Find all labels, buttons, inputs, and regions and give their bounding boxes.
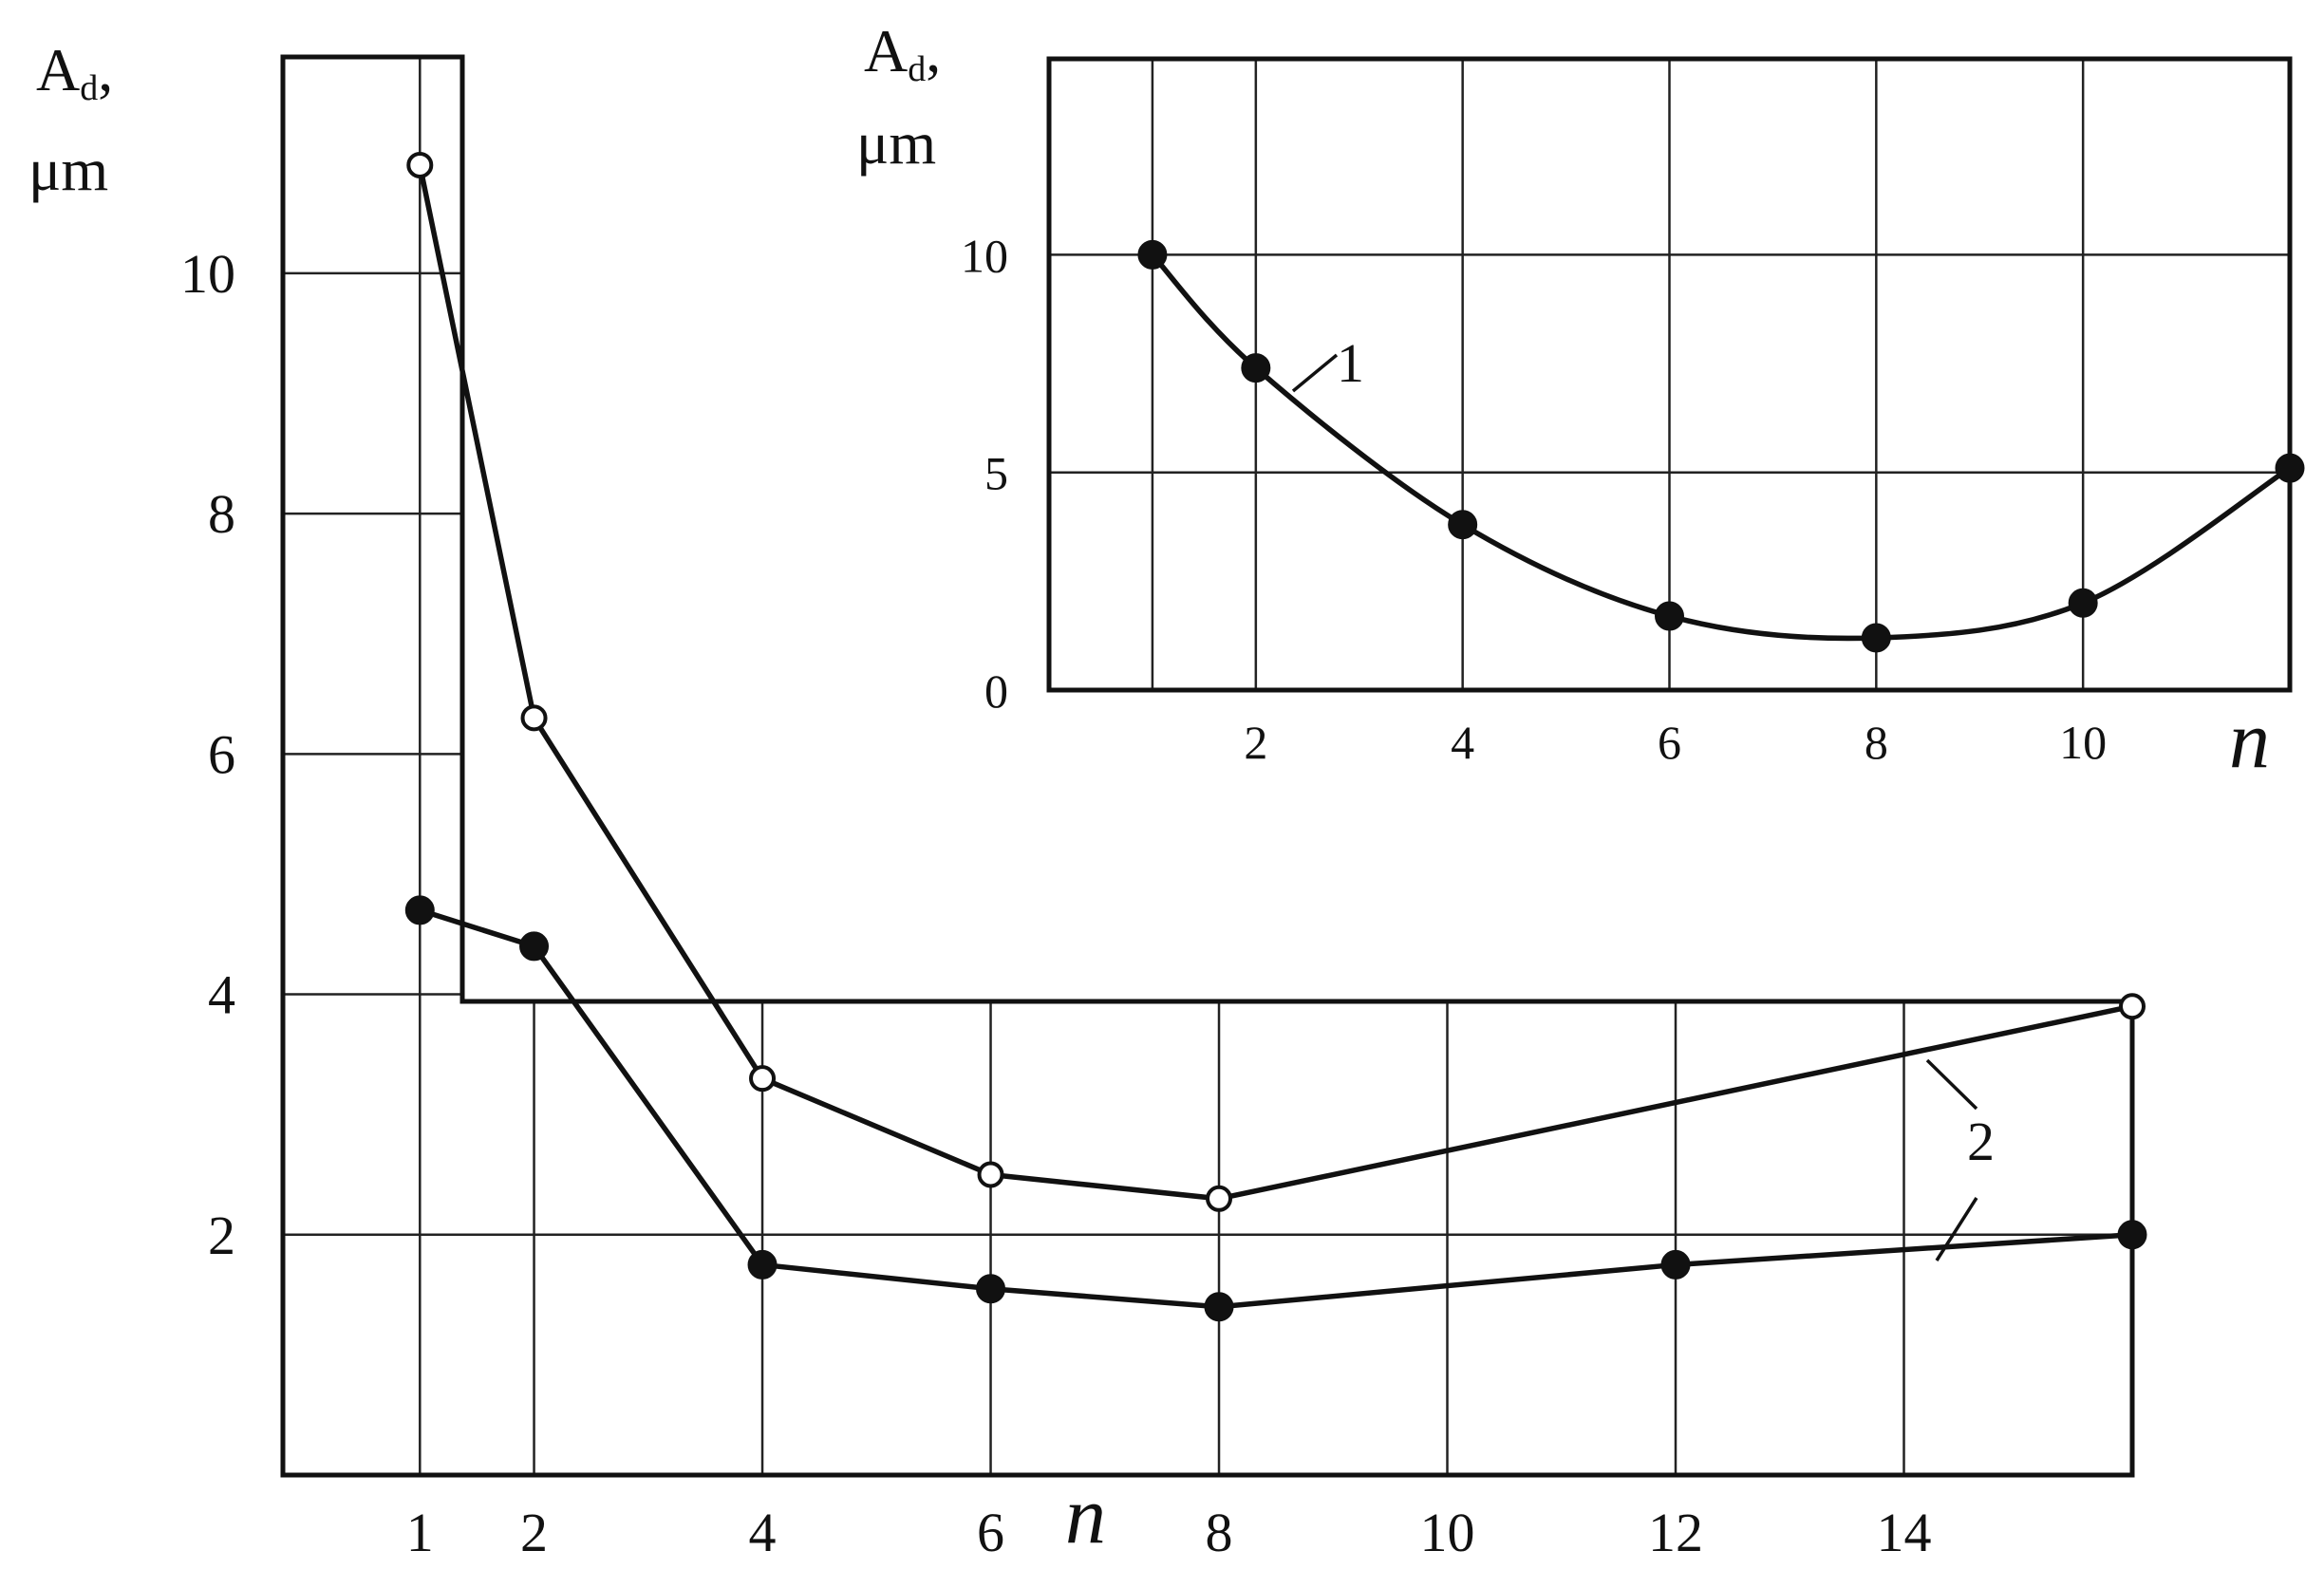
inset-tick-labels: 2 4 6 8 10 0 5 10 — [961, 229, 2107, 769]
main-y-tick-6: 6 — [208, 723, 235, 785]
inset-series-0-point-1 — [1241, 353, 1271, 383]
curve-2-open-leader — [1925, 1058, 1978, 1111]
curve-1-label: 1 — [1337, 332, 1364, 394]
main-x-tick-6: 6 — [977, 1502, 1004, 1563]
inset-y-axis-unit: μm — [856, 109, 936, 177]
main-x-tick-12: 12 — [1648, 1502, 1703, 1563]
main-y-tick-10: 10 — [180, 243, 235, 305]
main-grid — [283, 57, 2132, 1475]
inset-y-axis-label: Ad, — [864, 17, 941, 89]
main-x-tick-2: 2 — [520, 1502, 548, 1563]
main-series-group — [404, 151, 2147, 1322]
curve-1-leader — [1291, 353, 1339, 393]
inset-series-0-point-6 — [2275, 453, 2305, 483]
inset-x-tick-2: 2 — [1244, 716, 1267, 769]
main-y-axis-label: Ad, — [36, 36, 113, 108]
main-series-1-point-0 — [404, 895, 435, 925]
inset-frame — [1046, 56, 2293, 693]
inset-x-axis-label: n — [2229, 694, 2270, 785]
main-series-0-point-2 — [749, 1065, 777, 1093]
inset-x-tick-6: 6 — [1658, 716, 1681, 769]
inset-chart: 2 4 6 8 10 0 5 10 Ad, μm n 1 — [856, 17, 2305, 785]
inset-series-0-point-5 — [2068, 588, 2098, 618]
main-series-1-point-5 — [1660, 1249, 1691, 1280]
curve-2-filled-leader — [1935, 1197, 1978, 1261]
inset-y-tick-0: 0 — [984, 664, 1008, 718]
main-series-0-line — [417, 164, 2133, 1202]
inset-series-0-line — [1150, 252, 2292, 642]
inset-series-0-point-4 — [1861, 623, 1891, 653]
main-x-tick-10: 10 — [1420, 1502, 1475, 1563]
inset-x-tick-10: 10 — [2059, 716, 2107, 769]
main-y-axis-unit: μm — [28, 136, 108, 203]
main-series-1-point-1 — [519, 931, 550, 962]
main-series-1-point-4 — [1204, 1292, 1234, 1322]
inset-y-tick-10: 10 — [961, 229, 1008, 282]
main-series-1-point-3 — [976, 1274, 1006, 1304]
main-series-1-point-2 — [747, 1249, 778, 1280]
main-series-0-point-4 — [1206, 1185, 1233, 1212]
main-y-tick-8: 8 — [208, 483, 235, 545]
main-y-tick-2: 2 — [208, 1205, 235, 1266]
main-series-0-point-3 — [977, 1161, 1004, 1188]
main-series-0-point-5 — [2119, 993, 2146, 1020]
inset-x-tick-8: 8 — [1865, 716, 1888, 769]
main-x-tick-8: 8 — [1206, 1502, 1233, 1563]
main-frame — [280, 54, 2135, 1478]
main-series-1-line — [419, 907, 2133, 1310]
main-x-tick-14: 14 — [1877, 1502, 1932, 1563]
inset-series-0-point-3 — [1655, 601, 1684, 631]
main-series-0-point-0 — [406, 151, 434, 178]
inset-series-0-point-2 — [1448, 510, 1478, 540]
main-x-tick-1: 1 — [406, 1502, 434, 1563]
main-x-axis-label: n — [1065, 1469, 1106, 1560]
main-series-1-point-6 — [2117, 1220, 2147, 1250]
inset-y-tick-5: 5 — [984, 447, 1008, 500]
main-series-0-point-1 — [520, 704, 548, 732]
inset-series-group — [1137, 239, 2305, 653]
inset-series-0-point-0 — [1137, 239, 1168, 270]
main-x-tick-4: 4 — [749, 1502, 777, 1563]
inset-x-tick-4: 4 — [1451, 716, 1474, 769]
curve-2-label: 2 — [1967, 1111, 1995, 1172]
main-y-tick-4: 4 — [208, 964, 235, 1026]
inset-grid — [1049, 59, 2290, 690]
